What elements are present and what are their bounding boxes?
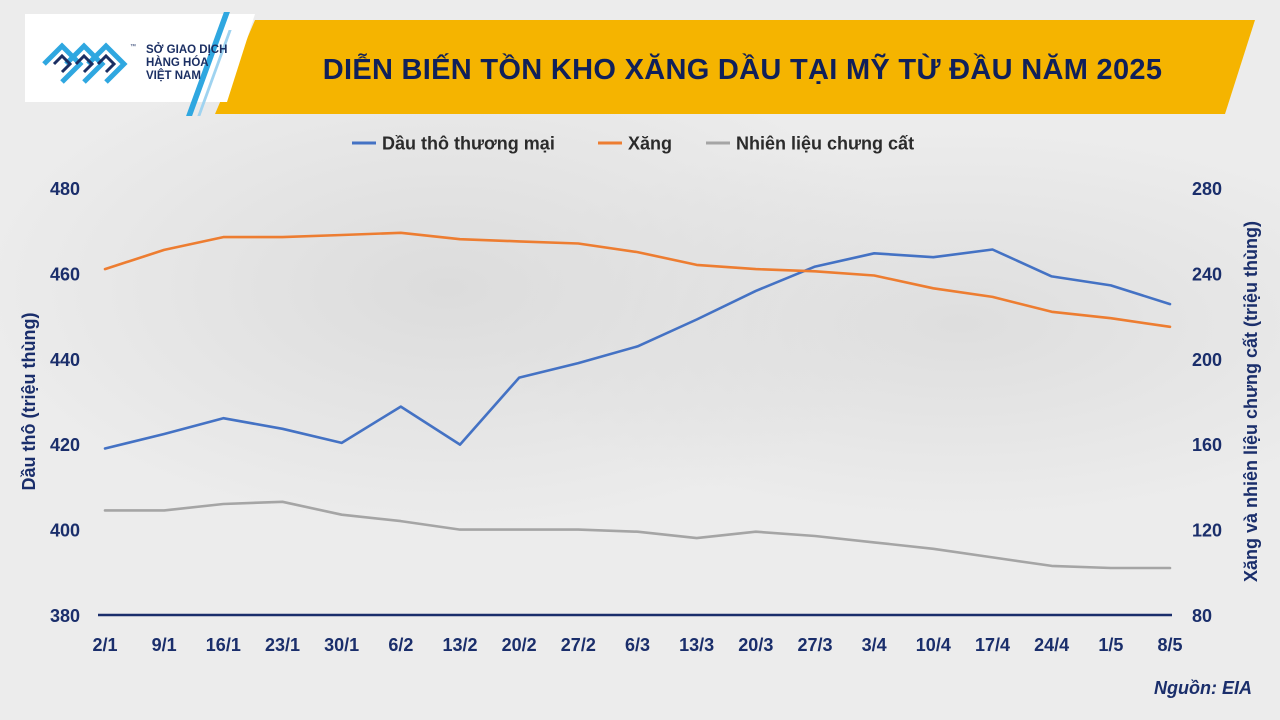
right-tick-label: 240 — [1192, 264, 1222, 284]
header-band — [215, 20, 1255, 114]
logo-line-1: SỞ GIAO DỊCH — [146, 44, 228, 56]
x-tick-label: 16/1 — [206, 635, 241, 655]
left-tick-label: 380 — [50, 606, 80, 626]
x-tick-label: 13/3 — [679, 635, 714, 655]
x-tick-label: 9/1 — [152, 635, 177, 655]
right-axis-title: Xăng và nhiên liệu chưng cất (triệu thùn… — [1241, 221, 1261, 582]
left-tick-label: 460 — [50, 264, 80, 284]
x-tick-label: 6/2 — [388, 635, 413, 655]
x-tick-label: 20/3 — [738, 635, 773, 655]
left-axis-title: Dầu thô (triệu thùng) — [19, 313, 39, 491]
logo-line-2: HÀNG HÓA — [146, 57, 209, 69]
logo-text: SỞ GIAO DỊCH HÀNG HÓA VIỆT NAM — [146, 44, 256, 83]
legend-crude-label: Dầu thô thương mại — [382, 134, 555, 154]
sgdhhvn-logo-icon — [42, 42, 128, 84]
right-tick-label: 160 — [1192, 435, 1222, 455]
distillate-series-line — [103, 500, 1172, 570]
right-tick-label: 200 — [1192, 350, 1222, 370]
x-tick-label: 30/1 — [324, 635, 359, 655]
legend-gasoline-label: Xăng — [628, 134, 672, 154]
right-tick-label: 80 — [1192, 606, 1212, 626]
x-tick-label: 13/2 — [442, 635, 477, 655]
x-tick-label: 27/2 — [561, 635, 596, 655]
left-tick-label: 420 — [50, 435, 80, 455]
x-tick-label: 10/4 — [916, 635, 951, 655]
left-tick-label: 480 — [50, 179, 80, 199]
crude-oil-series-line — [103, 248, 1172, 450]
x-tick-label: 8/5 — [1157, 635, 1182, 655]
logo-line-3: VIỆT NAM — [146, 70, 201, 82]
legend-distillate-label: Nhiên liệu chưng cất — [736, 134, 914, 154]
x-tick-label: 24/4 — [1034, 635, 1069, 655]
right-tick-label: 280 — [1192, 179, 1222, 199]
x-tick-label: 6/3 — [625, 635, 650, 655]
right-tick-label: 120 — [1192, 521, 1222, 541]
left-tick-label: 400 — [50, 521, 80, 541]
x-tick-label: 2/1 — [92, 635, 117, 655]
x-tick-label: 17/4 — [975, 635, 1010, 655]
logo-trademark: ™ — [130, 44, 136, 50]
x-tick-label: 20/2 — [502, 635, 537, 655]
x-tick-label: 1/5 — [1098, 635, 1123, 655]
gasoline-series-line — [103, 231, 1172, 329]
page-title: DIỄN BIẾN TỒN KHO XĂNG DẦU TẠI MỸ TỪ ĐẦU… — [322, 54, 1163, 86]
x-tick-label: 23/1 — [265, 635, 300, 655]
left-tick-label: 440 — [50, 350, 80, 370]
x-tick-label: 3/4 — [862, 635, 887, 655]
source-note: Nguồn: EIA — [1154, 678, 1252, 698]
x-tick-label: 27/3 — [797, 635, 832, 655]
